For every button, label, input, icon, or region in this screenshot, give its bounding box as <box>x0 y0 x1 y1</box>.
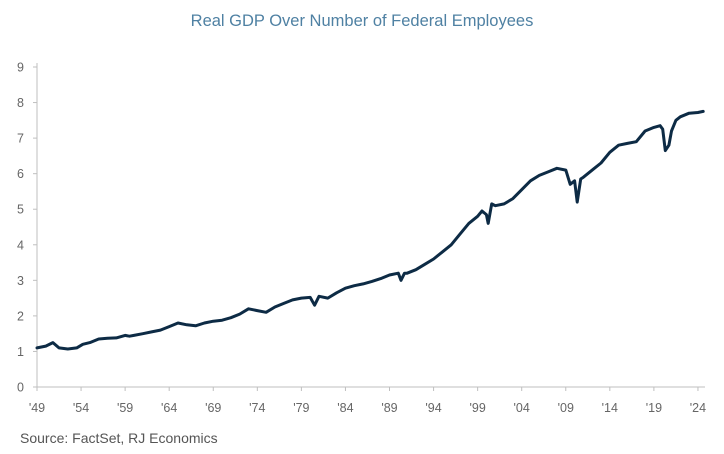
x-tick-label: '64 <box>161 401 177 415</box>
x-tick-label: '59 <box>117 401 133 415</box>
x-tick-label: '49 <box>29 401 45 415</box>
y-tick-label: 5 <box>17 203 24 217</box>
y-tick-label: 3 <box>17 274 24 288</box>
y-tick-label: 1 <box>17 345 24 359</box>
series-line <box>35 109 705 351</box>
x-tick-label: '99 <box>469 401 485 415</box>
chart-title: Real GDP Over Number of Federal Employee… <box>190 12 534 30</box>
x-tick-label: '24 <box>690 401 706 415</box>
x-tick-label: '19 <box>646 401 662 415</box>
x-tick-label: '09 <box>558 401 574 415</box>
y-tick-label: 8 <box>17 96 24 110</box>
x-tick-label: '84 <box>337 401 353 415</box>
y-tick-label: 9 <box>17 61 24 75</box>
x-tick-label: '54 <box>73 401 89 415</box>
x-tick-label: '04 <box>514 401 530 415</box>
source-note: Source: FactSet, RJ Economics <box>20 430 218 446</box>
series-group <box>35 109 705 351</box>
x-tick-label: '94 <box>425 401 441 415</box>
y-tick-label: 0 <box>17 381 24 395</box>
x-tick-label: '74 <box>249 401 265 415</box>
x-tick-label: '69 <box>205 401 221 415</box>
x-tick-label: '79 <box>293 401 309 415</box>
y-tick-label: 4 <box>17 238 24 252</box>
y-tick-label: 2 <box>17 309 24 323</box>
y-tick-label: 6 <box>17 167 24 181</box>
x-tick-label: '89 <box>381 401 397 415</box>
x-tick-label: '14 <box>602 401 618 415</box>
y-axis: 0 1 2 3 4 5 6 7 8 9 <box>17 61 38 395</box>
y-tick-label: 7 <box>17 132 24 146</box>
x-axis: '49 '54 '59 '64 '69 '74 '79 '84 '89 '94 '99 '04 '09 '… <box>29 386 706 415</box>
